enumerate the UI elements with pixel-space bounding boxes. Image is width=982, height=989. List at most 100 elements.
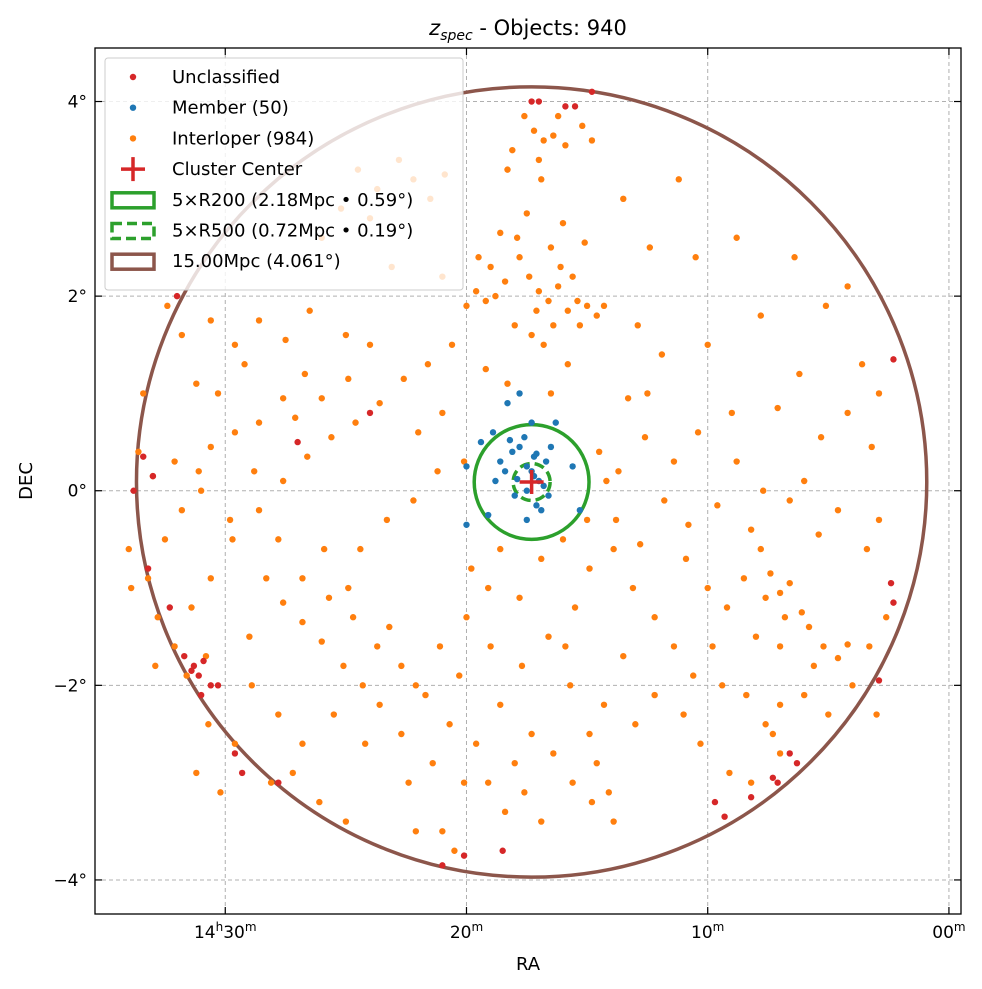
y-tick-label: 2°: [68, 287, 87, 307]
point-interloper: [299, 575, 306, 582]
point-interloper: [299, 740, 306, 747]
point-interloper: [487, 263, 494, 271]
point-interloper: [651, 691, 658, 699]
point-interloper: [810, 662, 818, 670]
legend-marker-member-50: [129, 104, 137, 111]
point-interloper: [422, 691, 429, 699]
chart-title: zspec - Objects: 940: [428, 16, 627, 44]
point-interloper: [152, 662, 159, 670]
point-interloper: [550, 322, 557, 329]
point-interloper: [620, 195, 627, 203]
y-tick-label: 0°: [68, 482, 87, 502]
point-interloper: [692, 254, 699, 261]
point-interloper: [776, 589, 784, 597]
point-interloper: [318, 395, 325, 402]
point-interloper: [634, 322, 641, 329]
point-interloper: [670, 458, 678, 465]
point-interloper: [509, 146, 516, 154]
point-interloper: [550, 750, 557, 757]
point-interloper: [873, 711, 880, 718]
point-interloper: [757, 312, 764, 319]
point-interloper: [620, 652, 627, 660]
x-tick-label: 20m: [450, 920, 483, 943]
legend-marker-5-r500-0-72mpc-0-19: [110, 221, 156, 241]
point-interloper: [644, 390, 651, 397]
legend-marker-interloper-984: [129, 135, 137, 142]
point-interloper: [733, 234, 740, 241]
point-interloper: [593, 312, 600, 319]
legend-label-5-r500-0-72mpc-0-19: 5×R500 (0.72Mpc • 0.19°): [172, 221, 413, 242]
point-interloper: [415, 429, 422, 436]
point-interloper: [661, 497, 668, 504]
point-interloper: [472, 740, 480, 747]
x-tick-minutes: 30: [223, 923, 245, 943]
point-interloper: [511, 322, 518, 329]
point-interloper: [849, 682, 856, 689]
point-interloper: [325, 594, 333, 601]
point-unclassified: [197, 691, 205, 699]
point-interloper: [815, 531, 822, 538]
point-unclassified: [786, 750, 793, 757]
point-interloper: [718, 682, 726, 689]
point-interloper: [863, 545, 871, 553]
point-unclassified: [535, 98, 543, 105]
point-interloper: [226, 516, 234, 524]
point-interloper: [193, 769, 200, 777]
legend-label-interloper-984: Interloper (984): [172, 128, 314, 149]
point-interloper: [497, 229, 504, 237]
point-interloper: [762, 721, 769, 728]
point-unclassified: [188, 667, 195, 674]
point-unclassified: [769, 774, 777, 781]
point-interloper: [709, 643, 716, 650]
point-interloper: [740, 575, 748, 582]
point-interloper: [822, 302, 830, 310]
legend-label-member-50: Member (50): [172, 98, 289, 119]
point-interloper: [340, 662, 347, 670]
point-unclassified: [890, 599, 897, 606]
point-interloper: [562, 643, 569, 650]
point-interloper: [183, 672, 190, 679]
x-tick-minutes: 20: [450, 923, 472, 943]
point-interloper: [304, 453, 311, 460]
point-interloper: [805, 623, 813, 631]
point-interloper: [248, 682, 255, 689]
point-interloper: [595, 448, 603, 456]
point-interloper: [472, 288, 480, 295]
point-interloper: [140, 390, 147, 397]
point-interloper: [202, 652, 210, 660]
point-interloper: [540, 341, 547, 348]
point-interloper: [685, 521, 692, 528]
point-interloper: [410, 497, 417, 504]
point-interloper: [456, 672, 463, 679]
point-interloper: [197, 487, 205, 494]
point-interloper: [484, 584, 492, 592]
point-interloper: [834, 654, 842, 662]
point-interloper: [521, 112, 528, 120]
legend-label-cluster-center: Cluster Center: [172, 159, 303, 180]
point-interloper: [817, 434, 825, 441]
plot-frame: [94, 47, 962, 915]
point-interloper: [844, 641, 851, 648]
point-interloper: [448, 341, 456, 348]
point-interloper: [562, 142, 569, 149]
point-member: [523, 487, 530, 494]
scatter-points: [125, 88, 897, 869]
point-interloper: [583, 302, 591, 310]
point-interloper: [318, 638, 325, 645]
point-interloper: [125, 545, 132, 553]
point-interloper: [246, 633, 253, 640]
point-interloper: [554, 283, 562, 290]
point-interloper: [747, 526, 755, 533]
point-interloper: [279, 395, 287, 402]
point-unclassified: [173, 292, 181, 300]
point-unclassified: [214, 682, 222, 689]
point-interloper: [195, 468, 202, 475]
point-interloper: [299, 618, 306, 626]
point-interloper: [624, 395, 632, 402]
point-interloper: [554, 112, 562, 120]
point-unclassified: [528, 98, 535, 105]
point-interloper: [632, 721, 639, 728]
point-interloper: [374, 643, 381, 650]
point-interloper: [612, 516, 620, 524]
